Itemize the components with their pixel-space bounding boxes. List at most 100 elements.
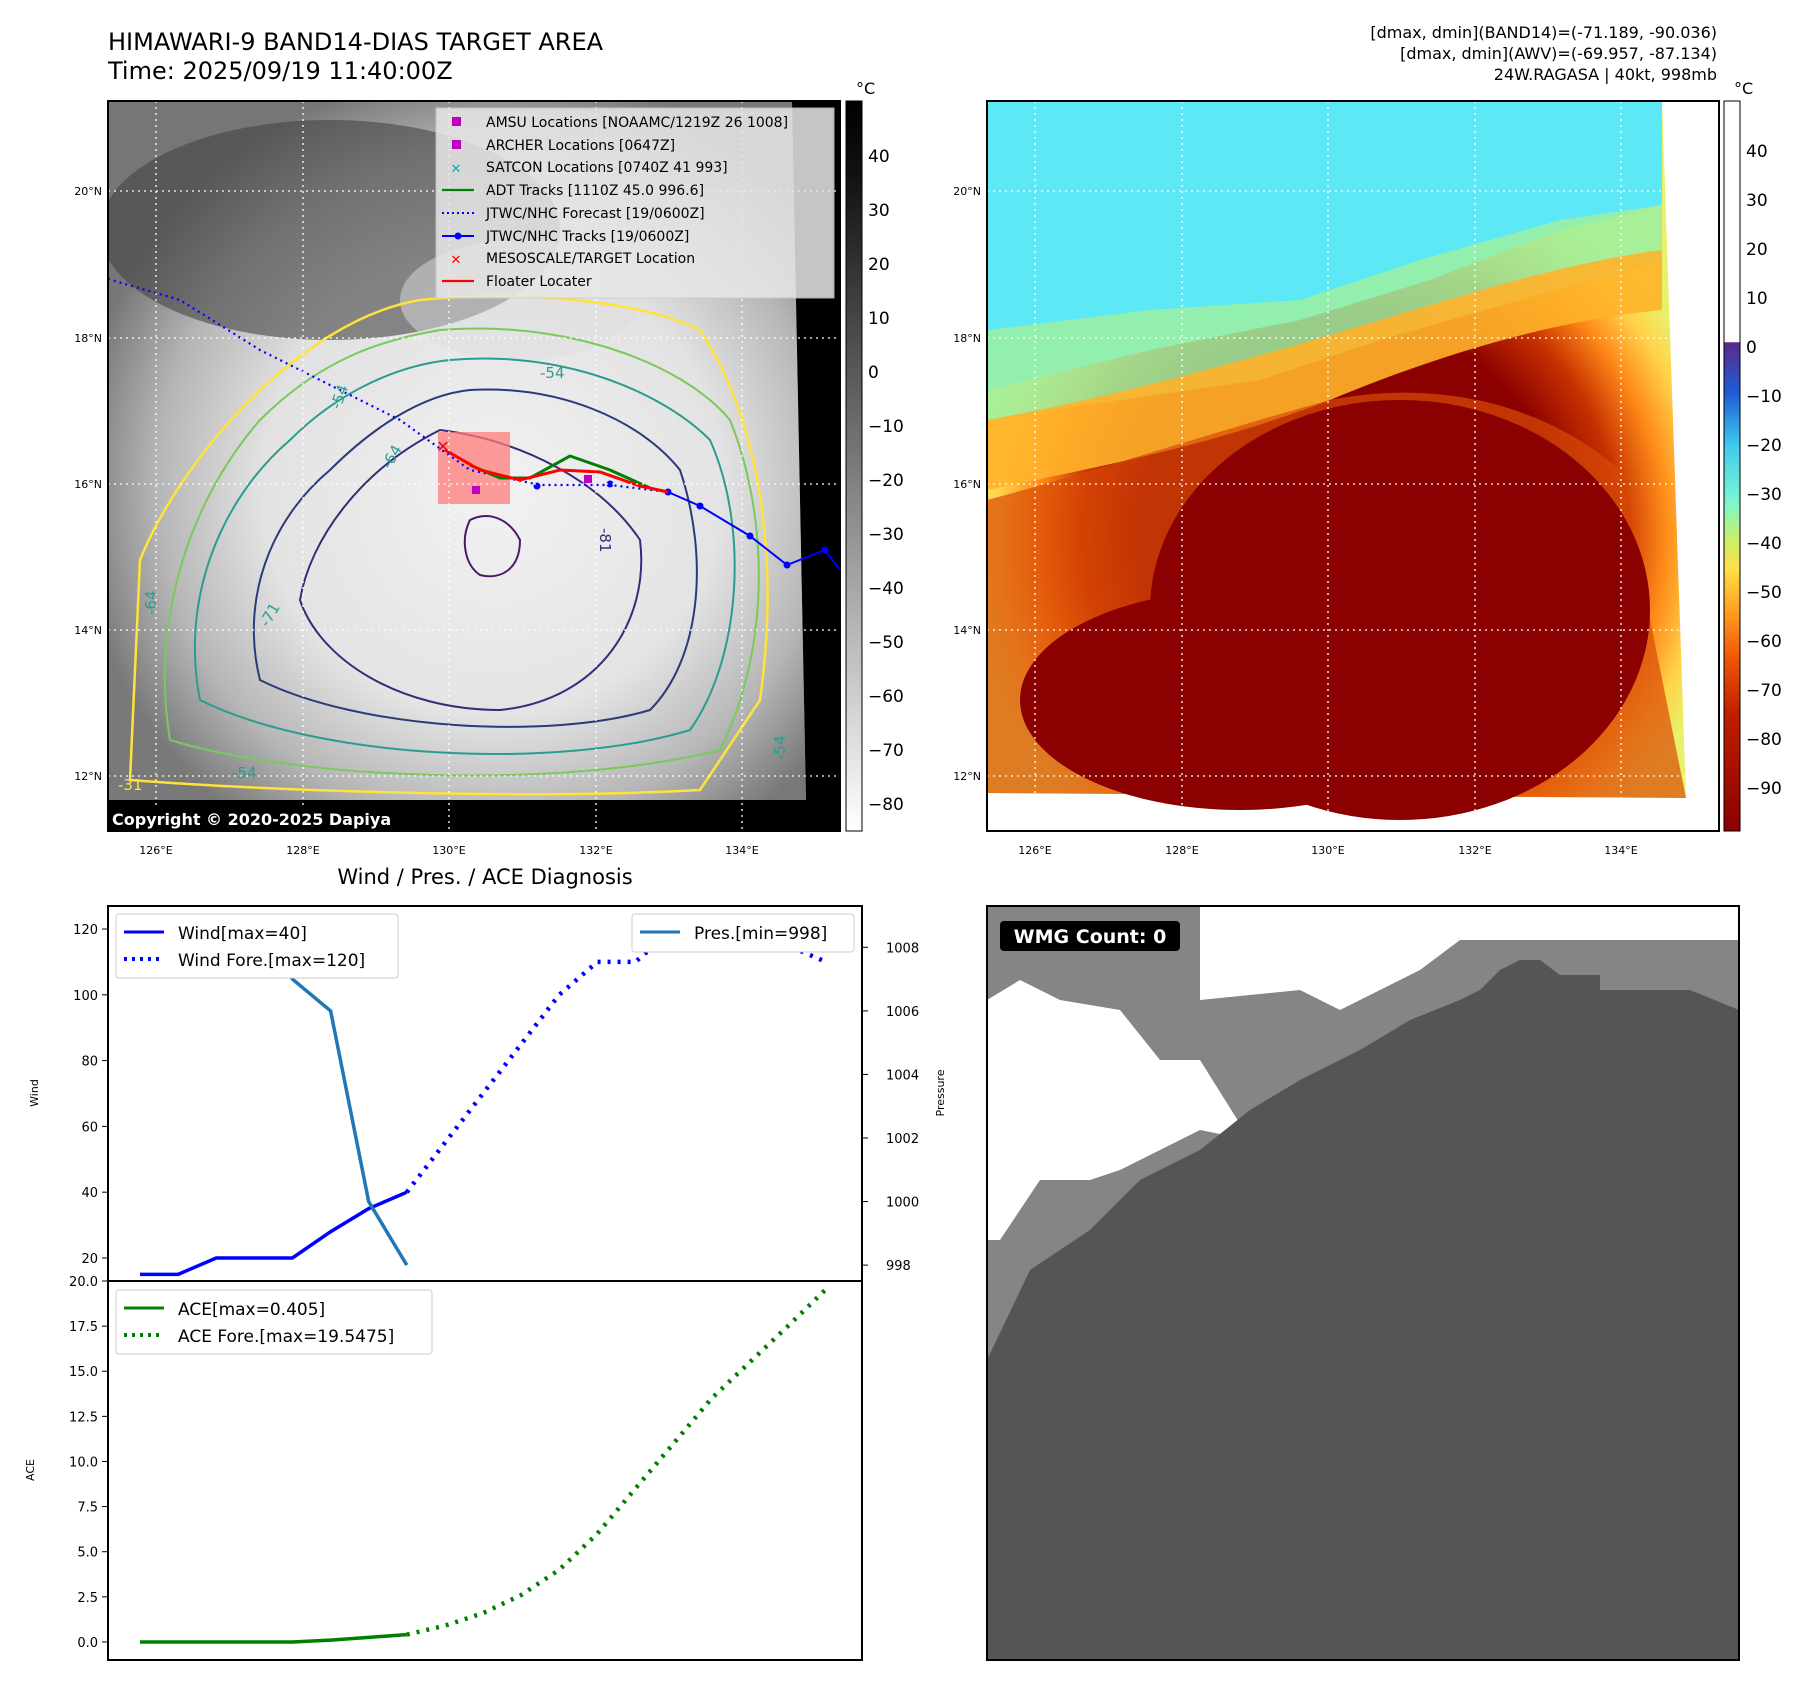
svg-text:132°E: 132°E [1458,844,1491,857]
wind-tick-label: 80 [81,1055,98,1070]
left-colorbar-unit: °C [856,79,875,98]
legend-floater: Floater Locater [486,274,592,290]
wind-tick-label: 120 [73,923,98,938]
svg-text:−20: −20 [868,471,904,491]
svg-text:14°N: 14°N [74,624,102,637]
legend-amsu: AMSU Locations [NOAAMC/1219Z 26 1008] [486,115,788,131]
svg-text:Wind[max=40]: Wind[max=40] [178,924,307,944]
svg-text:0: 0 [1746,338,1757,358]
floater-track-line [444,448,669,494]
left-lon-ticks: 126°E 128°E 130°E 132°E 134°E [139,844,758,857]
svg-text:0: 0 [868,363,879,383]
ace-axis-label: ACE [24,1459,37,1481]
pressure-axis-label: Pressure [934,1069,947,1116]
figure-title: HIMAWARI-9 BAND14-DIAS TARGET AREA [108,28,604,56]
svg-text:30: 30 [868,201,890,221]
wind-pressure-chart: Wind Pressure 20 40 60 80 100 120 998 1000 1002… [28,905,947,1282]
svg-text:-81: -81 [596,528,614,553]
ace-tick-label: 5.0 [77,1546,98,1561]
svg-text:126°E: 126°E [139,844,172,857]
svg-text:−80: −80 [1746,730,1782,750]
svg-text:Wind Fore.[max=120]: Wind Fore.[max=120] [178,951,365,971]
svg-text:−50: −50 [868,633,904,653]
wind-axis-label: Wind [28,1079,41,1107]
svg-text:134°E: 134°E [1604,844,1637,857]
pressure-tick-label: 998 [886,1259,911,1274]
wmg-panel: WMG Count: 0 [986,905,1740,1661]
svg-text:18°N: 18°N [74,332,102,345]
svg-text:12°N: 12°N [953,770,981,783]
copyright-text: Copyright © 2020-2025 Dapiya [112,810,391,829]
svg-text:−30: −30 [868,525,904,545]
wind-tick-label: 100 [73,989,98,1004]
svg-text:−20: −20 [1746,436,1782,456]
ace-tick-label: 7.5 [77,1501,98,1516]
right-lon-ticks: 126°E 128°E 130°E 132°E 134°E [1018,844,1637,857]
wind-tick-label: 40 [81,1186,98,1201]
svg-text:−70: −70 [868,741,904,761]
ace-tick-label: 10.0 [69,1455,98,1470]
right-map-frame [986,100,1720,832]
map-legend: AMSU Locations [NOAAMC/1219Z 26 1008] AR… [435,107,835,299]
legend-archer: ARCHER Locations [0647Z] [486,138,675,154]
svg-text:130°E: 130°E [1311,844,1344,857]
left-colorbar [845,100,863,832]
left-map-frame [107,100,841,832]
series-line-ace [140,1632,407,1644]
jtwc-forecast-line [108,277,669,494]
storm-info: 24W.RAGASA | 40kt, 998mb [1494,65,1717,84]
pressure-tick-label: 1006 [886,1005,919,1020]
legend-satcon: SATCON Locations [0740Z 41 993] [486,160,728,176]
svg-text:-64: -64 [142,591,160,616]
svg-text:16°N: 16°N [74,478,102,491]
svg-text:40: 40 [1746,142,1768,162]
wind-legend: Wind[max=40] Wind Fore.[max=120] [115,913,399,979]
pressure-legend: Pres.[min=998] [631,913,855,953]
ir-color-map [987,101,1719,831]
svg-text:−40: −40 [1746,534,1782,554]
pressure-tick-label: 1004 [886,1068,919,1083]
adt-track-line [469,454,651,490]
stats-band14: [dmax, dmin](BAND14)=(-71.189, -90.036) [1370,23,1717,42]
ace-tick-label: 15.0 [69,1365,98,1380]
ace-chart: ACE 0.0 2.5 5.0 7.5 10.0 12.5 15.0 17.5 20.0 ACE… [24,1275,863,1661]
svg-text:−90: −90 [1746,779,1782,799]
svg-text:126°E: 126°E [1018,844,1051,857]
amsu-marker [472,486,480,494]
legend-mesoscale: MESOSCALE/TARGET Location [486,251,695,267]
ace-tick-label: 0.0 [77,1636,98,1651]
svg-text:10: 10 [868,309,890,329]
svg-text:−10: −10 [1746,387,1782,407]
svg-text:−80: −80 [868,795,904,815]
svg-text:−60: −60 [868,687,904,707]
right-colorbar [1723,100,1741,832]
svg-text:-54: -54 [232,764,257,782]
svg-text:128°E: 128°E [1165,844,1198,857]
svg-text:✕: ✕ [451,253,462,268]
stats-awv: [dmax, dmin](AWV)=(-69.957, -87.134) [1400,44,1717,63]
svg-text:ACE[max=0.405]: ACE[max=0.405] [178,1300,325,1320]
svg-text:-31: -31 [118,776,143,794]
svg-text:Pres.[min=998]: Pres.[min=998] [694,924,827,944]
ace-tick-label: 12.5 [69,1410,98,1425]
svg-text:40: 40 [868,147,890,167]
legend-jtwc-tracks: JTWC/NHC Tracks [19/0600Z] [485,229,689,245]
pressure-tick-label: 1002 [886,1132,919,1147]
right-lat-ticks: 12°N 14°N 16°N 18°N 20°N [953,185,981,783]
svg-text:-54: -54 [771,736,789,761]
wind-tick-label: 60 [81,1120,98,1135]
svg-text:−40: −40 [868,579,904,599]
svg-text:20: 20 [868,255,890,275]
svg-text:20°N: 20°N [953,185,981,198]
svg-text:20°N: 20°N [74,185,102,198]
svg-text:-54: -54 [540,364,565,382]
mesoscale-marker: ✕ [436,437,449,456]
svg-text:−50: −50 [1746,583,1782,603]
svg-text:134°E: 134°E [725,844,758,857]
svg-text:130°E: 130°E [432,844,465,857]
legend-forecast: JTWC/NHC Forecast [19/0600Z] [485,206,705,222]
ace-tick-label: 2.5 [77,1591,98,1606]
jtwc-track-line [667,491,840,571]
right-colorbar-unit: °C [1734,79,1753,98]
